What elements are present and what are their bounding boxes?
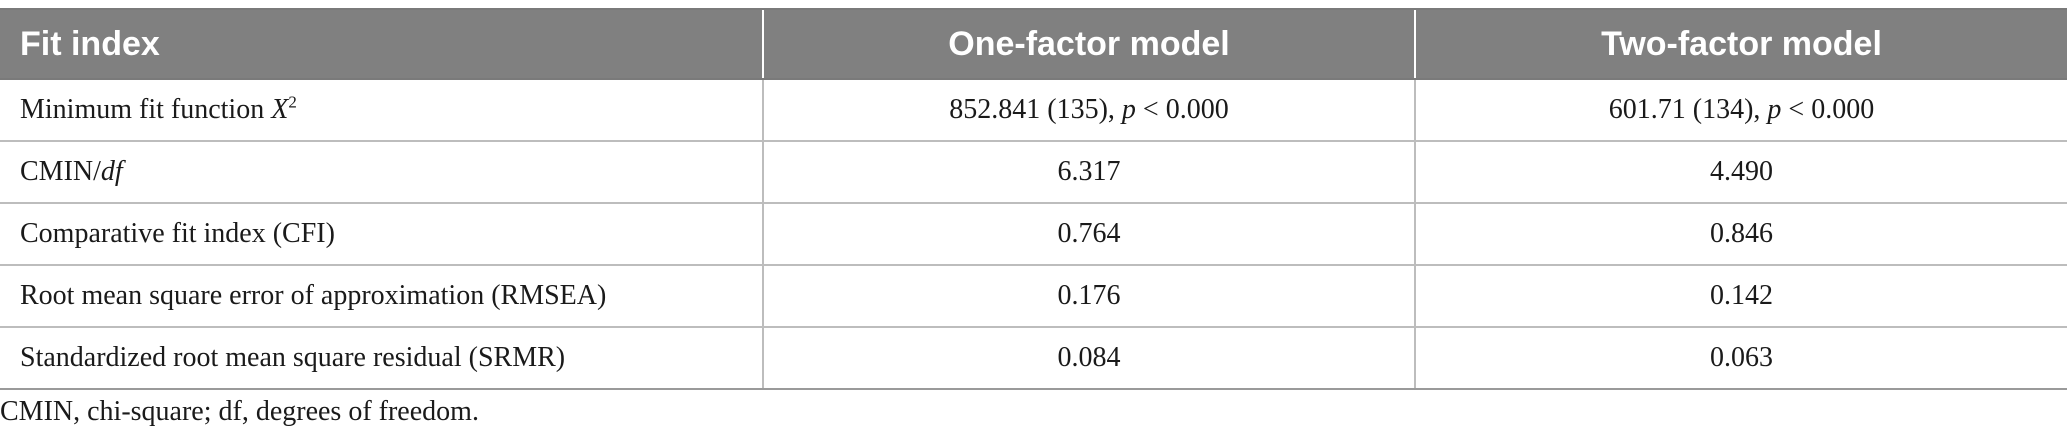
- row-label-minimum-fit-function: Minimum fit function X2: [0, 79, 763, 142]
- table-header-row: Fit index One-factor model Two-factor mo…: [0, 8, 2067, 80]
- cell-two-factor-cfi: 0.846: [1414, 203, 2067, 266]
- table-row: Standardized root mean square residual (…: [0, 327, 2067, 390]
- cell-one-factor-srmr: 0.084: [762, 327, 1415, 390]
- row-label-rmsea: Root mean square error of approximation …: [0, 265, 763, 328]
- value-post: < 0.000: [1781, 94, 1875, 125]
- label-text: Minimum fit function: [20, 94, 272, 125]
- row-label-cmin-df: CMIN/df: [0, 141, 763, 204]
- cell-two-factor-srmr: 0.063: [1414, 327, 2067, 390]
- label-superscript: 2: [288, 92, 297, 112]
- fit-indices-table: Fit index One-factor model Two-factor mo…: [0, 8, 2067, 390]
- table-footnote: CMIN, chi-square; df, degrees of freedom…: [0, 396, 479, 427]
- cell-two-factor-cmin-df: 4.490: [1414, 141, 2067, 204]
- cell-one-factor-chi-square: 852.841 (135), p < 0.000: [762, 79, 1415, 142]
- table-row: Root mean square error of approximation …: [0, 265, 2067, 328]
- header-one-factor-model: One-factor model: [762, 8, 1415, 80]
- header-two-factor-model: Two-factor model: [1414, 8, 2067, 80]
- cell-two-factor-chi-square: 601.71 (134), p < 0.000: [1414, 79, 2067, 142]
- value-post: < 0.000: [1135, 94, 1229, 125]
- cell-one-factor-cmin-df: 6.317: [762, 141, 1415, 204]
- value-italic: p: [1121, 94, 1136, 125]
- fit-indices-table-container: Fit index One-factor model Two-factor mo…: [0, 8, 2067, 390]
- label-italic: X: [271, 94, 289, 125]
- value-pre: 601.71 (134),: [1608, 94, 1768, 125]
- label-italic: df: [100, 156, 123, 187]
- cell-two-factor-rmsea: 0.142: [1414, 265, 2067, 328]
- table-row: Minimum fit function X2 852.841 (135), p…: [0, 79, 2067, 142]
- header-fit-index: Fit index: [0, 8, 763, 80]
- table-row: CMIN/df 6.317 4.490: [0, 141, 2067, 204]
- row-label-cfi: Comparative fit index (CFI): [0, 203, 763, 266]
- cell-one-factor-cfi: 0.764: [762, 203, 1415, 266]
- value-pre: 852.841 (135),: [949, 94, 1122, 125]
- value-italic: p: [1767, 94, 1782, 125]
- table-row: Comparative fit index (CFI) 0.764 0.846: [0, 203, 2067, 266]
- cell-one-factor-rmsea: 0.176: [762, 265, 1415, 328]
- label-text: CMIN/: [20, 156, 101, 187]
- row-label-srmr: Standardized root mean square residual (…: [0, 327, 763, 390]
